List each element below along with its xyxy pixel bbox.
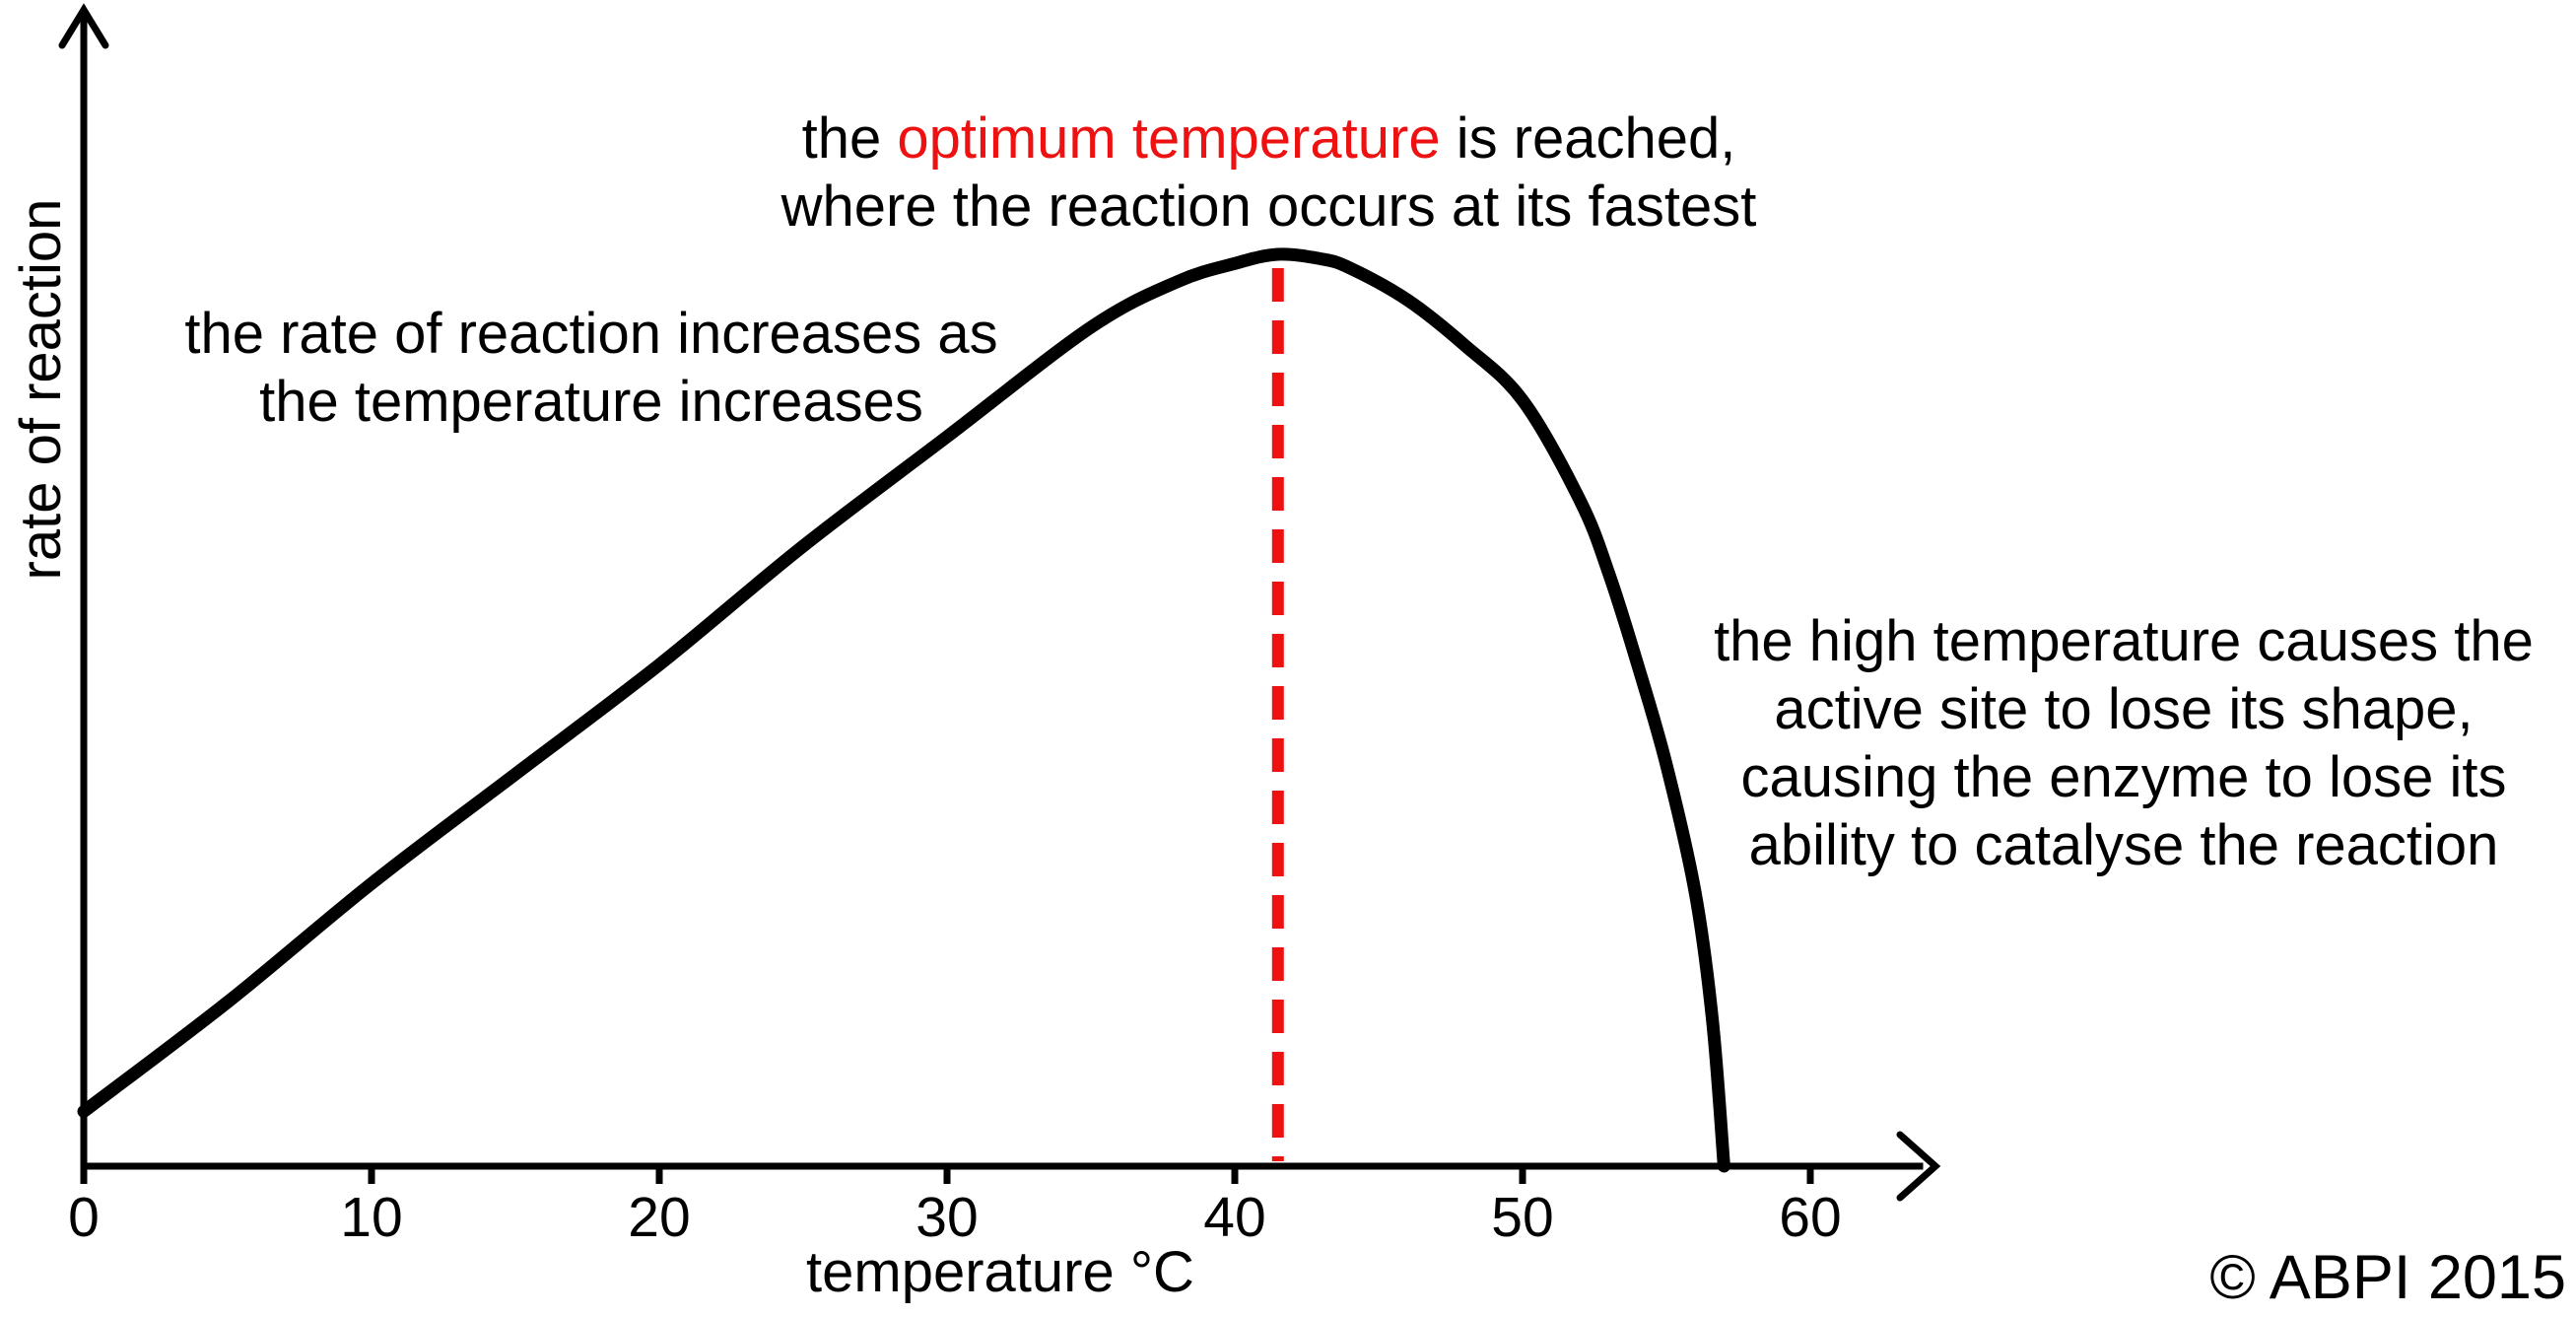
rising-rate-annotation-line2: the temperature increases	[259, 370, 923, 434]
denaturing-annotation-line4: ability to catalyse the reaction	[1748, 813, 2499, 877]
denaturing-annotation-line1: the high temperature causes the	[1714, 609, 2534, 673]
y-axis-title: rate of reaction	[9, 198, 73, 581]
copyright-notice: © ABPI 2015	[2209, 1243, 2566, 1312]
x-tick-label: 50	[1491, 1186, 1554, 1249]
y-axis-arrowhead-icon	[58, 3, 109, 49]
denaturing-annotation-line2: active site to lose its shape,	[1774, 677, 2474, 741]
optimum-annotation-text-pre: the	[801, 106, 898, 171]
x-tick-label: 40	[1203, 1186, 1266, 1249]
x-tick-label: 10	[340, 1186, 403, 1249]
denaturing-annotation: the high temperature causes the active s…	[1680, 607, 2567, 879]
x-tick-label: 60	[1779, 1186, 1842, 1249]
denaturing-annotation-line3: causing the enzyme to lose its	[1740, 745, 2507, 809]
rising-rate-annotation: the rate of reaction increases as the te…	[99, 300, 1084, 436]
optimum-annotation-text-post: is reached,	[1440, 106, 1736, 171]
rising-rate-annotation-line1: the rate of reaction increases as	[184, 302, 998, 366]
optimum-annotation: the optimum temperature is reached, wher…	[680, 104, 1858, 241]
reaction-rate-curve	[77, 247, 1730, 1173]
x-axis-arrowhead-icon	[1896, 1131, 1941, 1202]
optimum-annotation-highlight: optimum temperature	[897, 106, 1441, 171]
x-axis-title: temperature °C	[806, 1240, 1194, 1304]
x-axis-ticks	[80, 1166, 1814, 1184]
x-tick-label: 20	[628, 1186, 691, 1249]
optimum-annotation-line1: the optimum temperature is reached,	[680, 104, 1858, 173]
x-tick-label: 0	[68, 1186, 100, 1249]
x-tick-label: 30	[915, 1186, 979, 1249]
optimum-annotation-line2: where the reaction occurs at its fastest	[780, 174, 1757, 239]
